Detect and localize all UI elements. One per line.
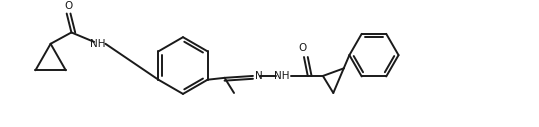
Text: N: N (255, 71, 262, 81)
Text: O: O (298, 43, 306, 53)
Text: NH: NH (274, 71, 289, 81)
Text: O: O (65, 1, 73, 11)
Text: NH: NH (90, 39, 106, 49)
